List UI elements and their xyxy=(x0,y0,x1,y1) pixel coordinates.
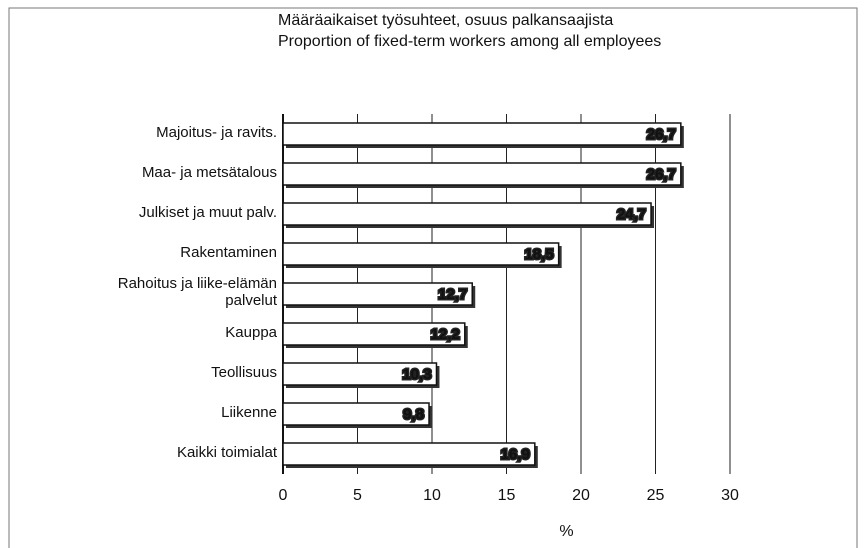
y-tick-label: Kauppa xyxy=(225,323,277,341)
x-tick-label: 25 xyxy=(647,487,665,504)
value-label: 18,5 xyxy=(524,246,553,263)
x-tick-label: 15 xyxy=(498,487,516,504)
bar xyxy=(282,322,466,346)
y-tick-label: Maa- ja metsätalous xyxy=(141,163,277,181)
y-tick-label: Kaikki toimialat xyxy=(176,443,277,461)
bar xyxy=(282,402,430,426)
chart-title: Määräaikaiset työsuhteet, osuus palkansa… xyxy=(278,12,614,29)
chart-subtitle: Proportion of fixed-term workers among a… xyxy=(278,33,662,50)
bar xyxy=(282,242,560,266)
bar xyxy=(282,442,536,466)
bar xyxy=(282,122,682,146)
x-tick-label: 10 xyxy=(423,487,441,504)
value-label: 9,8 xyxy=(403,406,424,423)
y-tick-label: Rahoitus ja liike-elämän palvelut xyxy=(117,275,277,309)
bar xyxy=(282,362,438,386)
frame xyxy=(8,7,858,548)
bar xyxy=(282,282,473,306)
y-tick-label: Majoitus- ja ravits. xyxy=(156,123,277,141)
y-tick-label: Liikenne xyxy=(221,403,277,421)
value-label: 26,7 xyxy=(647,166,676,183)
bar xyxy=(282,202,652,226)
bar xyxy=(282,162,682,186)
y-tick-label: Teollisuus xyxy=(211,363,277,381)
value-label: 26,7 xyxy=(647,126,676,143)
x-axis-label: % xyxy=(559,523,573,540)
y-tick-label: Julkiset ja muut palv. xyxy=(138,203,277,221)
value-label: 24,7 xyxy=(617,206,646,223)
value-label: 12,7 xyxy=(438,286,467,303)
y-tick-label: Rakentaminen xyxy=(180,243,277,261)
value-label: 16,9 xyxy=(501,446,530,463)
value-label: 10,3 xyxy=(402,366,431,383)
x-tick-label: 0 xyxy=(279,487,288,504)
x-tick-label: 5 xyxy=(353,487,362,504)
x-tick-label: 20 xyxy=(572,487,590,504)
value-label: 12,2 xyxy=(431,326,460,343)
x-tick-label: 30 xyxy=(721,487,739,504)
